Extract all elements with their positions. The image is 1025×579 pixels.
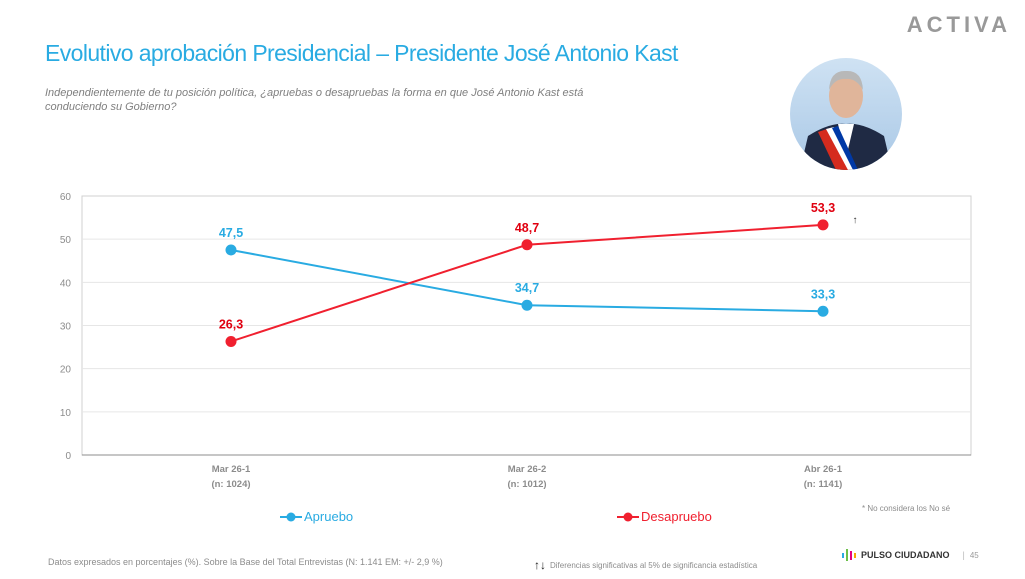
brand-name: PULSO CIUDADANO [861,550,950,560]
x-tick-label: Mar 26-2 [508,464,547,475]
x-tick-label: Abr 26-1 [804,464,843,475]
data-label: 48,7 [515,221,539,235]
significance-text: Diferencias significativas al 5% de sign… [550,560,758,570]
survey-question: Independientemente de tu posición políti… [45,87,584,113]
base-note: Datos expresados en porcentajes (%). Sob… [48,557,443,567]
x-tick-label: (n: 1024) [211,479,250,490]
data-label: 47,5 [219,226,243,240]
legend-label-apruebo: Apruebo [304,509,354,524]
y-tick-label: 60 [60,192,72,203]
y-tick-label: 40 [60,278,72,289]
y-tick-label: 30 [60,322,72,333]
significance-note: ↑↓ Diferencias significativas al 5% de s… [534,558,757,572]
president-photo [790,58,902,170]
x-tick-label: Mar 26-1 [212,464,251,475]
page-title: Evolutivo aprobación Presidencial – Pres… [45,40,678,66]
significance-arrows-icon: ↑↓ [534,558,546,572]
legend-label-desapruebo: Desapruebo [641,509,712,524]
page-number: 45 [969,550,979,560]
y-tick-label: 10 [60,408,72,419]
data-label: 34,7 [515,281,539,295]
data-point [521,299,533,311]
x-tick-label: (n: 1012) [507,479,546,490]
line-chart: 0 10 20 30 40 50 60 Mar 26-1 (n: 1024) Mar 26-2 (… [60,192,972,490]
activa-logo: ACTIVA [906,12,1011,37]
data-point [225,335,237,347]
data-label: 26,3 [219,317,243,331]
pulso-bars-icon [842,549,856,561]
data-label: 53,3 [811,201,835,215]
no-se-note: * No considera los No sé [862,504,951,513]
y-tick-label: 20 [60,365,72,376]
data-label: 33,3 [811,287,835,301]
data-point [521,239,533,251]
y-tick-label: 50 [60,235,72,246]
legend-item-desapruebo: Desapruebo [617,509,712,524]
significance-up-arrow-icon: ↑ [853,215,858,226]
legend-item-apruebo: Apruebo [280,509,353,524]
data-point [817,219,829,231]
pulso-ciudadano-logo: PULSO CIUDADANO | 45 [842,548,979,562]
data-point [817,305,829,317]
y-tick-label: 0 [65,451,71,462]
legend-marker-desapruebo [617,512,639,521]
data-point [225,244,237,256]
legend-marker-apruebo [280,512,302,521]
x-tick-label: (n: 1141) [804,479,843,490]
